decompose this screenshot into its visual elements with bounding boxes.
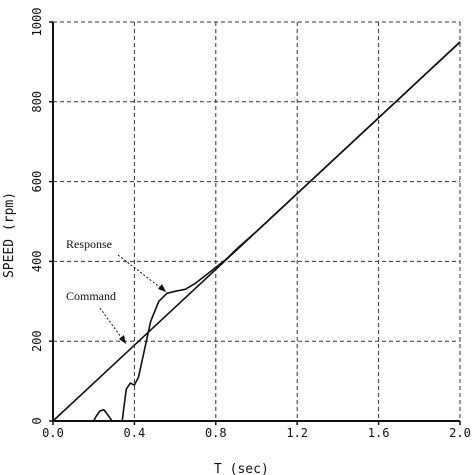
x-tick-label: 1.2 — [286, 426, 308, 440]
x-tick-label: 0.4 — [124, 426, 146, 440]
x-axis-label: T (sec) — [214, 462, 269, 475]
annotation-response-leader — [117, 254, 167, 293]
x-tick-label: 1.6 — [368, 426, 390, 440]
annotation-command-arrowhead — [119, 335, 126, 344]
grid-lines — [53, 21, 461, 421]
series-line-response — [53, 41, 461, 422]
y-tick-label: 0 — [30, 417, 44, 424]
x-tick-label: 0.8 — [205, 426, 227, 440]
annotation-command: Command — [66, 289, 116, 303]
y-tick-label: 1000 — [30, 8, 44, 37]
x-tick-label: 2.0 — [449, 426, 471, 440]
chart-annotations: Response Command — [66, 237, 167, 345]
y-axis-label: SPEED (rpm) — [2, 192, 17, 278]
x-tick-label: 0.0 — [42, 426, 64, 440]
tick-labels: 0.0 0.4 0.8 1.2 1.6 2.0 0 200 400 600 800 1000 — [30, 8, 471, 440]
chart-series — [52, 41, 461, 422]
y-tick-label: 200 — [30, 330, 44, 352]
annotation-response: Response — [66, 237, 112, 251]
y-tick-label: 600 — [30, 171, 44, 193]
y-tick-label: 800 — [30, 91, 44, 113]
chart-axes — [49, 21, 461, 425]
y-tick-label: 400 — [30, 251, 44, 273]
annotation-response-arrowhead — [158, 284, 166, 292]
